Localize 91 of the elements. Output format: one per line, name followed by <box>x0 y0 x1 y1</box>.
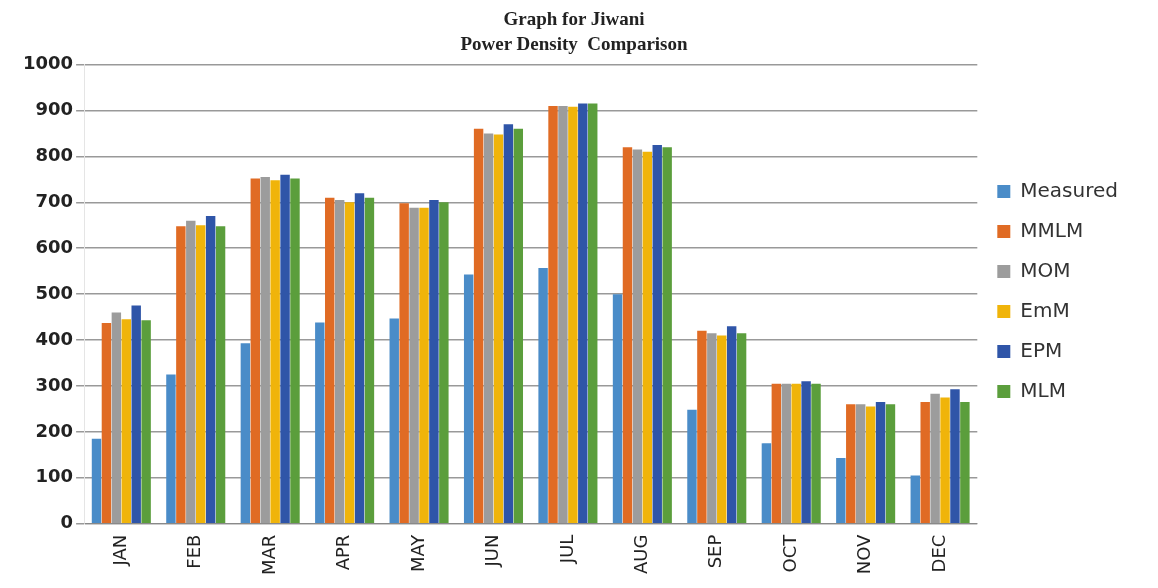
legend-label: EPM <box>1020 337 1063 362</box>
bar <box>280 174 290 523</box>
bar <box>865 406 876 523</box>
x-tick-label: DEC <box>927 534 949 573</box>
bar <box>121 319 131 523</box>
bar <box>761 443 772 523</box>
bar <box>588 103 598 523</box>
legend-label: MOM <box>1020 257 1071 282</box>
bar <box>836 458 846 523</box>
bar <box>473 128 484 523</box>
bar <box>215 226 226 523</box>
bar <box>940 397 950 523</box>
bar <box>662 147 672 523</box>
bar <box>687 409 697 523</box>
bar <box>196 225 206 523</box>
bar <box>885 404 896 523</box>
bar <box>717 335 727 523</box>
bar <box>697 330 707 523</box>
bar <box>131 305 141 523</box>
bar <box>419 207 429 523</box>
bar <box>166 374 176 523</box>
bar <box>503 124 514 523</box>
bar <box>548 105 558 523</box>
bar <box>429 200 439 523</box>
legend-label: Measured <box>1020 177 1119 202</box>
bar <box>622 147 633 523</box>
bar <box>811 383 821 523</box>
y-tick-label: 1000 <box>22 52 74 74</box>
bar <box>91 438 102 523</box>
y-tick-label: 700 <box>35 189 74 211</box>
bar <box>240 343 251 523</box>
bar <box>578 103 588 523</box>
bar <box>642 151 653 523</box>
x-tick-label: NOV <box>853 533 875 575</box>
bar <box>568 106 578 523</box>
bar <box>875 402 886 523</box>
bar <box>399 203 409 523</box>
bar <box>205 216 216 523</box>
bar <box>270 180 280 523</box>
x-tick-label: MAY <box>406 533 428 573</box>
bar <box>315 322 325 523</box>
legend-label: MMLM <box>1020 217 1084 242</box>
bar <box>538 267 548 523</box>
legend-label: MLM <box>1020 377 1066 402</box>
x-tick-label: AUG <box>630 534 652 575</box>
bar <box>846 404 856 523</box>
bar <box>736 333 747 523</box>
bar <box>364 197 375 523</box>
legend-label: EmM <box>1020 297 1070 322</box>
x-tick-label: JAN <box>108 534 130 567</box>
bar <box>141 320 151 523</box>
bar <box>290 178 300 523</box>
x-tick-label: SEP <box>704 534 726 569</box>
bar <box>101 323 112 523</box>
bar <box>920 402 930 523</box>
bar <box>612 294 623 523</box>
bar <box>960 402 970 523</box>
y-tick-label: 500 <box>35 281 74 303</box>
chart-title: Graph for Jiwani <box>503 8 645 30</box>
bar <box>513 128 524 523</box>
bar <box>652 144 662 523</box>
y-tick-label: 0 <box>60 511 74 533</box>
bar <box>493 134 504 523</box>
y-tick-label: 400 <box>35 327 74 349</box>
bar <box>344 202 355 523</box>
x-tick-label: OCT <box>778 533 800 573</box>
bar <box>176 226 186 523</box>
y-tick-label: 300 <box>35 373 74 395</box>
bar <box>354 193 365 523</box>
y-tick-label: 800 <box>35 144 74 166</box>
bar <box>801 381 811 523</box>
bar <box>325 197 335 523</box>
y-tick-label: 100 <box>35 465 74 487</box>
x-tick-label: APR <box>332 534 354 571</box>
bar <box>439 202 449 523</box>
bar <box>726 326 737 523</box>
bar <box>791 383 801 523</box>
bar <box>950 389 960 523</box>
x-tick-label: JUN <box>481 534 503 568</box>
bar <box>250 178 261 523</box>
y-tick-label: 600 <box>35 235 74 257</box>
x-tick-label: FEB <box>183 534 205 569</box>
x-tick-label: JUL <box>555 534 577 565</box>
chart-subtitle: Power Density Comparison <box>460 33 688 55</box>
y-tick-label: 900 <box>35 98 74 120</box>
y-tick-label: 200 <box>35 419 74 441</box>
bar <box>389 318 399 523</box>
x-tick-label: MAR <box>257 534 279 576</box>
bar <box>463 274 474 523</box>
bar <box>771 383 782 523</box>
bar <box>910 475 920 523</box>
